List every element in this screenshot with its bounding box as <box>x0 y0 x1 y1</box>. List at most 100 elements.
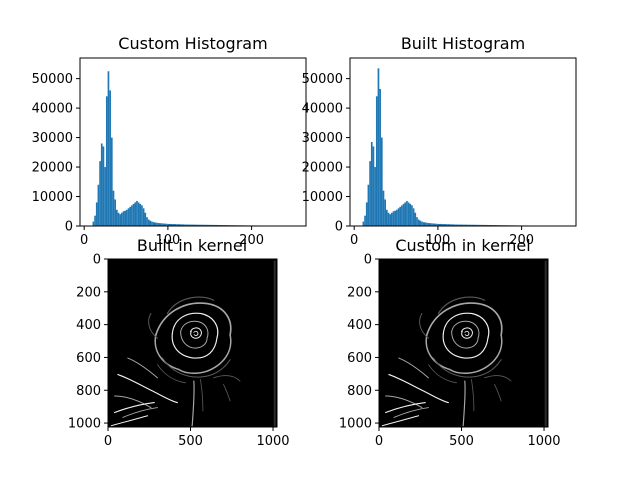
built-histogram-bar <box>362 221 365 226</box>
custom-in-kernel-edge-stroke <box>385 402 426 414</box>
custom-histogram-bar <box>124 210 127 226</box>
built-histogram-bar <box>380 137 383 226</box>
built-histogram-bar <box>384 199 386 226</box>
built-histogram-bar <box>404 202 407 226</box>
custom-histogram-bar <box>141 205 143 226</box>
built-histogram-bar <box>396 209 398 226</box>
custom-in-kernel-ytick-label: 200 <box>347 285 372 300</box>
built-in-kernel-edge-stroke <box>155 302 232 336</box>
custom-histogram-ytick-label: 30000 <box>32 131 73 146</box>
built-histogram-bar <box>422 222 425 226</box>
built-in-kernel-edge-stroke <box>180 320 209 339</box>
custom-histogram-bar <box>180 224 185 226</box>
built-histogram-bar <box>427 223 430 226</box>
custom-histogram-bar <box>114 199 116 226</box>
custom-in-kernel-edge-stroke <box>461 327 473 339</box>
built-histogram-panel: 0 100 200 0 10000 20000 30000 40000 50000 Built … <box>302 34 577 248</box>
built-in-kernel-edge-stroke <box>193 330 199 336</box>
custom-histogram-bar <box>142 208 145 226</box>
custom-histogram-bar <box>154 222 157 226</box>
built-in-kernel-ytick-label: 1000 <box>68 417 101 432</box>
custom-histogram-xtick-label: 200 <box>239 233 264 248</box>
custom-in-kernel-edge-stroke <box>419 312 430 339</box>
custom-histogram-bar <box>131 205 133 226</box>
custom-histogram-bar <box>109 90 111 226</box>
built-in-kernel-xtick-label: 500 <box>178 434 203 449</box>
built-histogram-bar <box>372 146 375 226</box>
custom-histogram-bar <box>156 222 158 226</box>
custom-in-kernel-edge-stroke <box>398 357 430 379</box>
custom-histogram-bar <box>105 96 108 226</box>
custom-in-kernel-edge-stroke <box>464 330 470 336</box>
built-histogram-bar <box>391 212 393 226</box>
custom-in-kernel-edge-stroke <box>428 364 457 384</box>
custom-histogram-bar <box>193 224 198 226</box>
built-in-kernel-image <box>108 259 277 427</box>
custom-histogram-ticks: 0 100 200 0 10000 20000 30000 40000 50000 <box>32 72 264 248</box>
built-histogram-ytick-label: 40000 <box>302 102 343 117</box>
built-in-kernel-edge-stroke <box>191 380 195 427</box>
built-in-kernel-edge-stroke <box>223 384 231 402</box>
custom-in-kernel-edge-stroke <box>462 380 466 427</box>
built-in-kernel-edge-stroke <box>180 331 208 349</box>
built-histogram-bar <box>367 184 370 226</box>
custom-histogram-bar <box>197 224 202 226</box>
custom-histogram-bar <box>112 190 115 226</box>
custom-in-kernel-edge-stroke <box>437 296 486 315</box>
built-histogram-bar <box>385 209 388 226</box>
built-histogram-bar <box>488 224 493 226</box>
custom-histogram-bar <box>157 223 160 226</box>
custom-histogram-bar <box>172 224 177 226</box>
custom-in-kernel-edge-stroke <box>381 415 420 427</box>
custom-histogram-bar <box>99 161 101 226</box>
custom-histogram-bar <box>100 143 103 226</box>
built-in-kernel-rose-edges <box>110 260 276 427</box>
custom-histogram-bar <box>117 212 120 226</box>
built-in-kernel-edge-stroke <box>127 357 159 379</box>
custom-histogram-bar <box>104 167 106 226</box>
custom-histogram-bar <box>92 221 95 226</box>
built-histogram-bar <box>437 223 443 226</box>
custom-in-kernel-ytick-label: 0 <box>364 253 372 268</box>
built-histogram-bar <box>424 222 427 226</box>
built-in-kernel-ytick-label: 600 <box>76 351 101 366</box>
built-histogram-bar <box>374 167 376 226</box>
custom-histogram-bar <box>176 224 181 226</box>
custom-in-kernel-ytick-label: 800 <box>347 384 372 399</box>
custom-histogram-bar <box>134 202 137 226</box>
built-histogram-xtick-label: 0 <box>350 233 358 248</box>
custom-histogram-xtick-label: 0 <box>80 233 88 248</box>
built-histogram-bar <box>421 221 423 226</box>
custom-histogram-bar <box>137 202 140 226</box>
built-histogram-bar <box>377 68 380 226</box>
custom-in-kernel-edge-stroke <box>471 379 475 412</box>
custom-histogram-ytick-label: 10000 <box>32 190 73 205</box>
built-in-kernel-ytick-label: 200 <box>76 285 101 300</box>
built-in-kernel-edge-stroke <box>122 407 158 418</box>
built-in-kernel-edge-stroke <box>117 373 178 404</box>
built-in-kernel-edge-stroke <box>200 379 204 412</box>
custom-histogram-bar <box>107 71 110 227</box>
custom-histogram-ytick-label: 0 <box>65 220 73 235</box>
custom-histogram-bar <box>136 200 138 226</box>
custom-histogram-bar <box>144 212 147 226</box>
custom-in-kernel-edge-stroke <box>425 334 451 371</box>
built-in-kernel-axes-frame <box>107 258 278 428</box>
built-histogram-bar <box>479 224 484 226</box>
built-in-kernel-edge-stroke <box>166 296 215 315</box>
custom-histogram-bar <box>161 223 163 226</box>
built-histogram-bar <box>389 214 392 226</box>
custom-histogram-bar <box>127 208 130 226</box>
built-histogram-ticks: 0 100 200 0 10000 20000 30000 40000 50000 <box>302 72 534 248</box>
built-histogram-bar <box>397 208 400 226</box>
custom-in-kernel-ytick-label: 600 <box>347 351 372 366</box>
custom-histogram-bar <box>201 224 206 226</box>
custom-in-kernel-edge-stroke <box>426 302 503 336</box>
built-histogram-bar <box>382 190 385 226</box>
custom-histogram-bar <box>218 224 223 226</box>
built-in-kernel-edge-stroke <box>178 334 232 374</box>
built-in-kernel-xtick-label: 1000 <box>256 434 289 449</box>
custom-in-kernel-xtick-label: 1000 <box>527 434 560 449</box>
